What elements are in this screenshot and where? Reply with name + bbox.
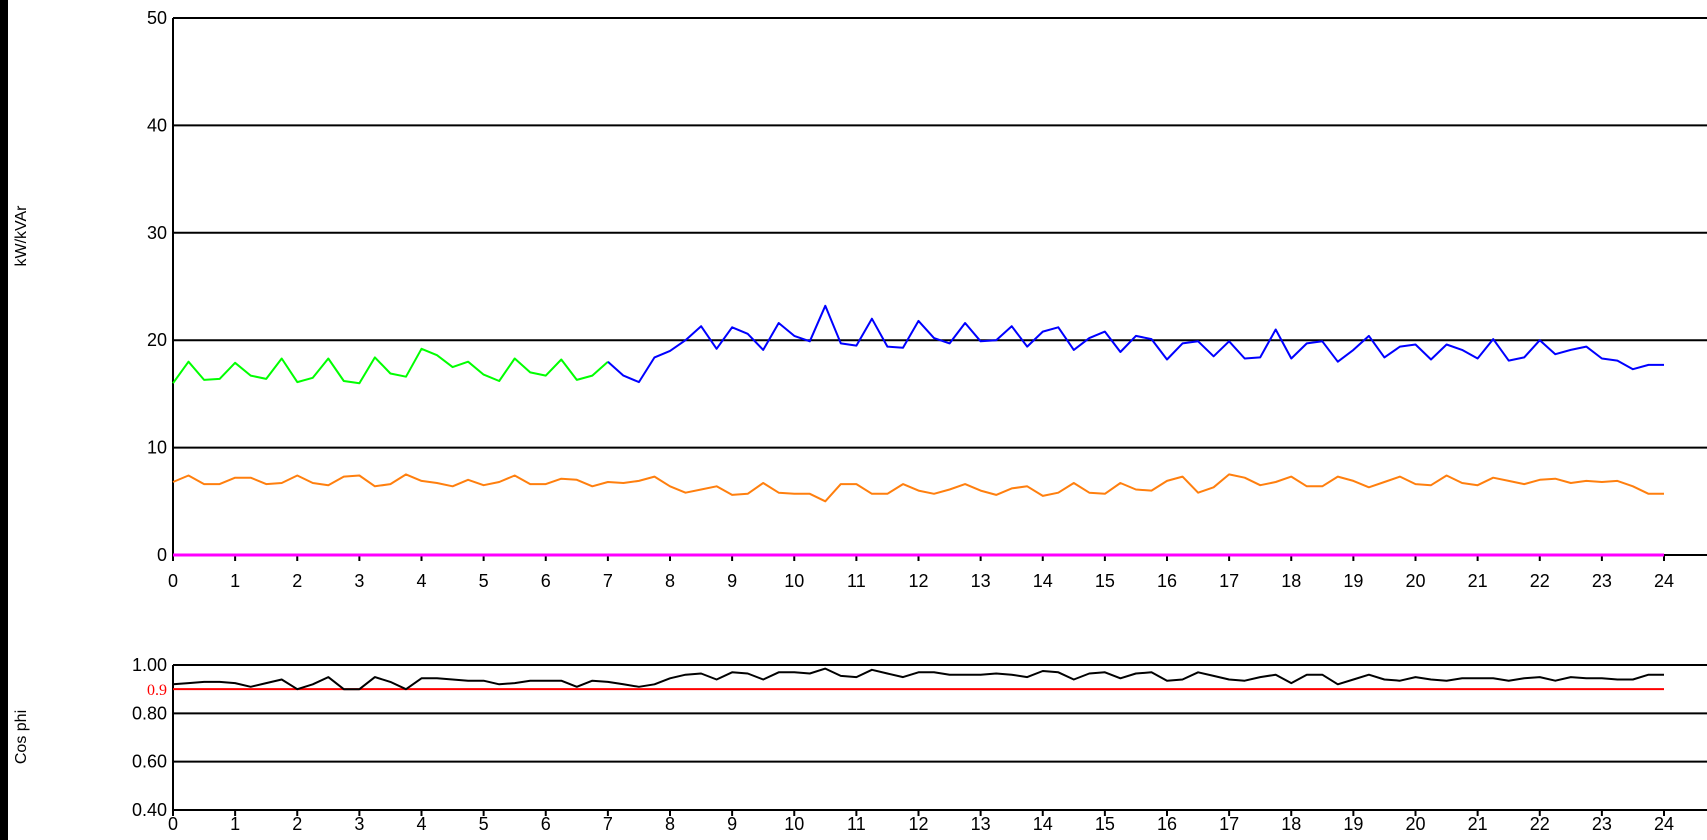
cosphi-x-tick-label: 22: [1530, 814, 1550, 834]
power-x-tick-label: 21: [1468, 571, 1488, 591]
power-y-axis-title: kW/kVAr: [13, 205, 30, 267]
power-x-tick-label: 17: [1219, 571, 1239, 591]
power-x-tick-label: 22: [1530, 571, 1550, 591]
cosphi-x-tick-label: 0: [168, 814, 178, 834]
power-x-tick-label: 1: [230, 571, 240, 591]
cosphi-x-tick-label: 1: [230, 814, 240, 834]
cosphi-x-tick-label: 8: [665, 814, 675, 834]
power-x-tick-label: 5: [479, 571, 489, 591]
cosphi-x-tick-label: 20: [1405, 814, 1425, 834]
power-y-tick-label: 50: [147, 8, 167, 28]
power-x-tick-label: 7: [603, 571, 613, 591]
cosphi-y-axis-title: Cos phi: [13, 710, 30, 764]
cosphi-x-tick-label: 3: [354, 814, 364, 834]
power-series-line-0: [172, 347, 609, 385]
cosphi-x-tick-label: 11: [847, 814, 866, 834]
cosphi-x-tick-label: 5: [479, 814, 489, 834]
power-x-tick-label: 23: [1592, 571, 1612, 591]
cosphi-x-tick-label: 12: [908, 814, 928, 834]
power-series-line-1: [607, 304, 1664, 384]
cosphi-x-tick-label: 16: [1157, 814, 1177, 834]
cosphi-x-tick-label: 4: [416, 814, 426, 834]
cosphi-x-tick-label: 19: [1343, 814, 1363, 834]
power-y-tick-label: 0: [157, 545, 167, 565]
cosphi-y-tick-label: 0.40: [132, 800, 167, 820]
power-x-tick-label: 14: [1033, 571, 1053, 591]
cosphi-x-tick-label: 7: [603, 814, 613, 834]
power-x-tick-label: 18: [1281, 571, 1301, 591]
power-x-tick-label: 10: [784, 571, 804, 591]
power-y-tick-label: 20: [147, 330, 167, 350]
power-x-tick-label: 3: [354, 571, 364, 591]
cosphi-series-line-0: [172, 667, 1664, 691]
power-y-tick-label: 10: [147, 438, 167, 458]
power-x-tick-label: 8: [665, 571, 675, 591]
power-series-line-2: [172, 473, 1664, 503]
power-y-tick-label: 30: [147, 223, 167, 243]
cosphi-y-tick-label: 1.00: [132, 655, 167, 675]
cosphi-x-tick-label: 18: [1281, 814, 1301, 834]
power-x-tick-label: 13: [971, 571, 991, 591]
cosphi-y-tick-label: 0.60: [132, 752, 167, 772]
cosphi-x-tick-label: 21: [1468, 814, 1488, 834]
cosphi-reference-label: 0.9: [147, 682, 167, 699]
power-x-tick-label: 19: [1343, 571, 1363, 591]
cosphi-x-tick-label: 15: [1095, 814, 1115, 834]
cosphi-x-tick-label: 2: [292, 814, 302, 834]
power-x-tick-label: 11: [847, 571, 866, 591]
power-x-tick-label: 9: [727, 571, 737, 591]
power-x-tick-label: 24: [1654, 571, 1674, 591]
power-x-tick-label: 2: [292, 571, 302, 591]
power-x-tick-label: 0: [168, 571, 178, 591]
left-edge-bar: [0, 0, 8, 840]
power-y-tick-label: 40: [147, 115, 167, 135]
cosphi-x-tick-label: 13: [971, 814, 991, 834]
power-x-tick-label: 16: [1157, 571, 1177, 591]
cosphi-x-tick-label: 9: [727, 814, 737, 834]
cosphi-x-tick-label: 6: [541, 814, 551, 834]
power-x-tick-label: 12: [908, 571, 928, 591]
cosphi-x-tick-label: 17: [1219, 814, 1239, 834]
cosphi-x-tick-label: 10: [784, 814, 804, 834]
power-x-tick-label: 20: [1405, 571, 1425, 591]
cosphi-x-tick-label: 14: [1033, 814, 1053, 834]
power-x-tick-label: 6: [541, 571, 551, 591]
power-x-tick-label: 4: [416, 571, 426, 591]
cosphi-x-tick-label: 23: [1592, 814, 1612, 834]
power-x-tick-label: 15: [1095, 571, 1115, 591]
cosphi-y-tick-label: 0.80: [132, 703, 167, 723]
cosphi-x-tick-label: 24: [1654, 814, 1674, 834]
